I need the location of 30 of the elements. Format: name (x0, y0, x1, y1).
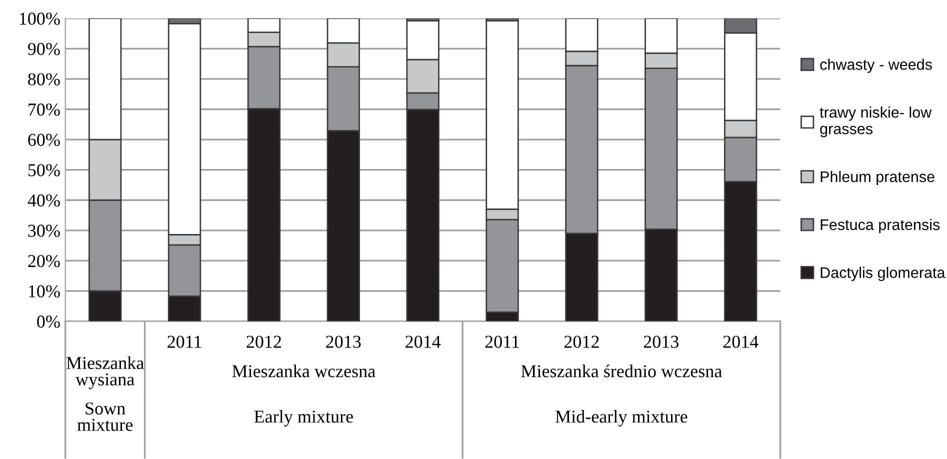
y-tick-label: 0% (37, 316, 60, 328)
y-tick-label: 40% (28, 194, 60, 207)
text: Mieszanka wczesna (232, 364, 376, 378)
text: Mieszanka średnio wczesna (521, 364, 722, 378)
y-tick-label: 50% (28, 164, 60, 176)
legend-label: Phleum pratense (820, 170, 934, 186)
legend-label: Festuca pratensis (820, 218, 940, 234)
text: Mid-early mixture (556, 410, 688, 426)
legend-label: Dactylis glomerata (820, 266, 946, 282)
x-tick-label: 2012 (564, 336, 599, 348)
x-tick-label: 2013 (326, 336, 361, 348)
y-tick-label: 90% (28, 42, 60, 56)
text: Early mixture (254, 410, 353, 426)
text: Mieszanka wysiana (66, 356, 144, 390)
x-tick-label: 2014 (406, 336, 441, 348)
legend-label: trawy niskie- low grasses (820, 106, 932, 138)
x-tick-label: 2011 (168, 336, 202, 348)
y-tick-label: 20% (28, 254, 60, 268)
y-tick-label: 10% (28, 285, 60, 298)
x-tick-label: 2012 (246, 336, 282, 348)
text: Sown mixture (77, 402, 133, 431)
y-tick-label: 30% (28, 224, 60, 237)
y-tick-label: 60% (28, 134, 60, 146)
y-tick-label: 70% (28, 104, 60, 116)
x-tick-label: 2014 (723, 336, 758, 348)
y-tick-label: 80% (28, 73, 60, 86)
x-tick-label: 2013 (644, 336, 679, 348)
legend-label: chwasty - weeds (820, 58, 932, 73)
x-tick-label: 2011 (485, 336, 519, 348)
y-tick-label: 100% (20, 12, 60, 25)
